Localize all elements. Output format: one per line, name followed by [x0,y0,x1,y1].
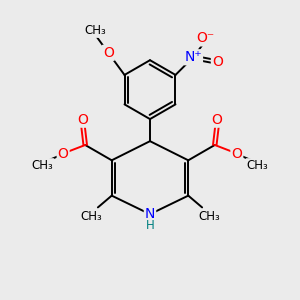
Text: O: O [58,147,69,161]
Text: CH₃: CH₃ [80,210,102,223]
Text: O⁻: O⁻ [197,32,215,45]
Text: CH₃: CH₃ [85,24,106,37]
Text: CH₃: CH₃ [198,210,220,223]
Text: CH₃: CH₃ [247,159,268,172]
Text: CH₃: CH₃ [32,159,53,172]
Text: N⁺: N⁺ [184,50,202,64]
Text: O: O [77,113,88,127]
Text: O: O [231,147,242,161]
Text: O: O [212,113,223,127]
Text: O: O [212,55,223,69]
Text: O: O [103,46,114,60]
Text: N: N [145,207,155,221]
Text: H: H [146,220,154,232]
